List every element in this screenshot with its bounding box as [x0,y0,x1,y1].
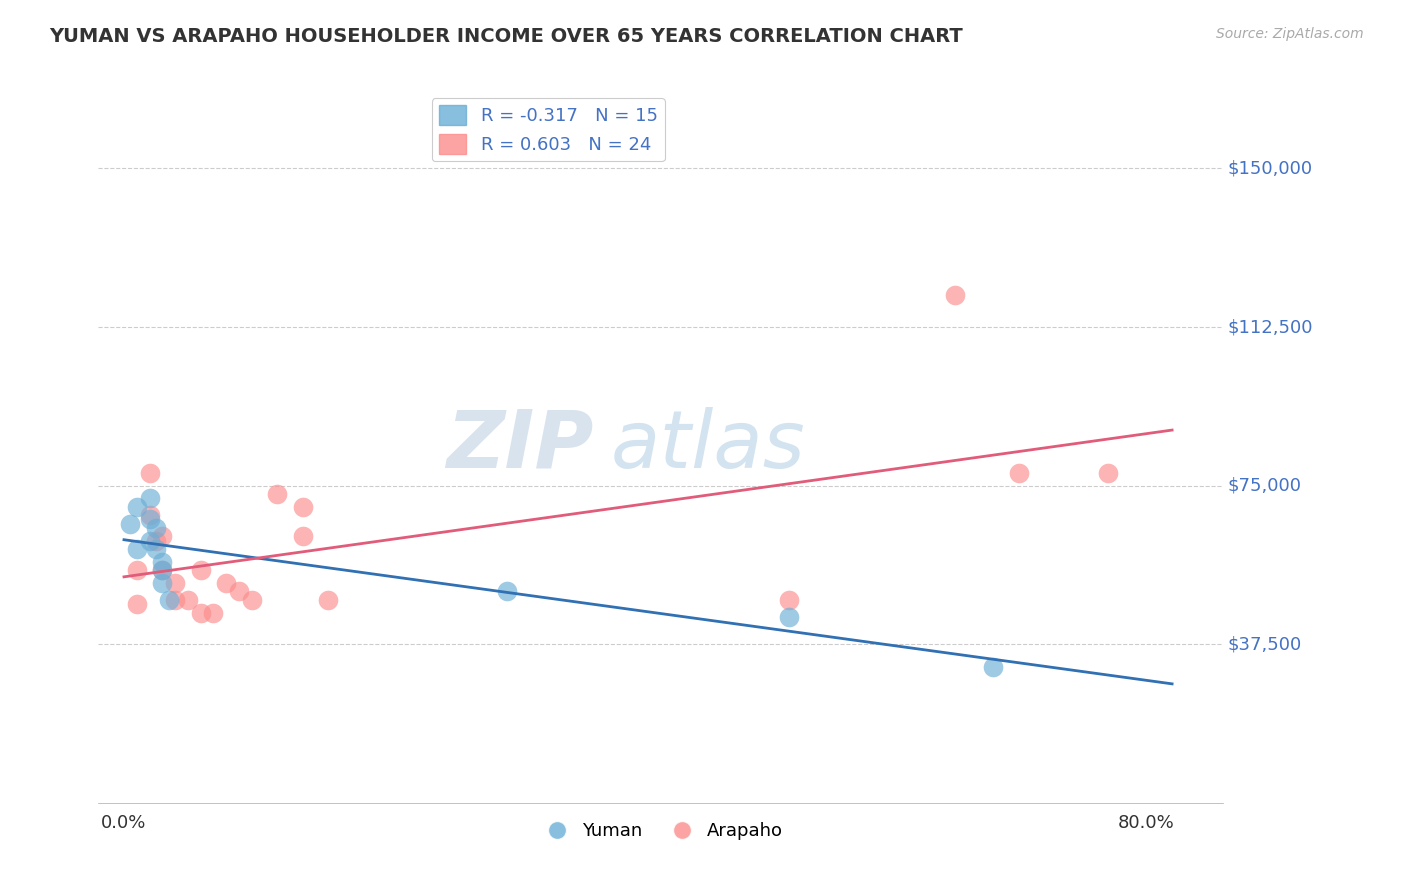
Point [190,563,212,577]
Point [778,609,800,624]
Text: atlas: atlas [610,407,806,485]
Text: Source: ZipAtlas.com: Source: ZipAtlas.com [1216,27,1364,41]
Point [981,660,1004,674]
Point [145,521,167,535]
Point [157,592,180,607]
Point [291,529,314,543]
Point [150,563,173,577]
Point [318,592,340,607]
Point [240,592,263,607]
Point [150,575,173,590]
Point [125,500,148,514]
Point [125,563,148,577]
Point [202,606,225,620]
Text: YUMAN VS ARAPAHO HOUSEHOLDER INCOME OVER 65 YEARS CORRELATION CHART: YUMAN VS ARAPAHO HOUSEHOLDER INCOME OVER… [49,27,963,45]
Point [145,542,167,557]
Point [138,466,160,480]
Point [120,516,142,531]
Point [125,542,148,557]
Point [1008,466,1031,480]
Point [138,491,160,506]
Text: $37,500: $37,500 [1227,635,1302,653]
Legend: Yuman, Arapaho: Yuman, Arapaho [531,815,790,847]
Point [215,575,238,590]
Point [266,487,288,501]
Point [496,584,519,599]
Point [138,508,160,523]
Point [165,592,187,607]
Point [165,575,187,590]
Point [291,500,314,514]
Point [177,592,200,607]
Text: $150,000: $150,000 [1227,160,1312,178]
Point [145,533,167,548]
Point [138,512,160,526]
Point [943,288,966,302]
Point [1097,466,1119,480]
Text: ZIP: ZIP [446,407,593,485]
Point [150,555,173,569]
Point [190,606,212,620]
Text: $112,500: $112,500 [1227,318,1313,336]
Text: $75,000: $75,000 [1227,476,1301,495]
Point [150,563,173,577]
Point [228,584,250,599]
Point [138,533,160,548]
Point [150,529,173,543]
Point [125,597,148,611]
Point [778,592,800,607]
